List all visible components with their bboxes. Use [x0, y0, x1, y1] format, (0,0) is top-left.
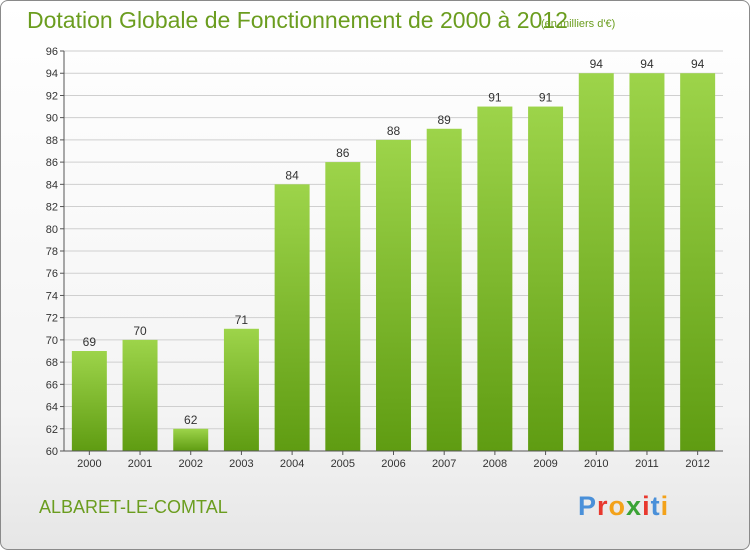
data-label: 94 [590, 57, 604, 71]
bar [376, 139, 411, 451]
y-tick-label: 66 [46, 379, 58, 391]
y-tick-label: 94 [46, 68, 58, 80]
data-label: 62 [184, 413, 198, 427]
y-tick-label: 76 [46, 268, 58, 280]
y-tick-label: 90 [46, 113, 58, 125]
x-tick-label: 2012 [685, 458, 709, 470]
data-label: 69 [83, 335, 97, 349]
axes: 60 62 64 66 68 70 72 74 76 78 80 82 84 86 88 90 92 94 96 20… [46, 46, 723, 470]
logo-letter: r [597, 491, 609, 521]
bar [325, 162, 361, 451]
bar [426, 128, 462, 451]
y-tick-label: 86 [46, 157, 58, 169]
bar [122, 339, 158, 451]
y-tick-label: 68 [46, 357, 58, 369]
x-tick-label: 2001 [128, 458, 152, 470]
data-label: 94 [640, 57, 654, 71]
y-tick-label: 74 [46, 290, 58, 302]
y-tick-label: 92 [46, 90, 58, 102]
x-tick-label: 2002 [178, 458, 202, 470]
y-tick-label: 78 [46, 246, 58, 258]
bar [629, 73, 665, 451]
y-tick-label: 70 [46, 335, 58, 347]
bar [528, 106, 564, 452]
x-tick-label: 2007 [432, 458, 456, 470]
bar [477, 106, 513, 452]
data-label: 88 [387, 124, 401, 138]
y-tick-label: 84 [46, 179, 58, 191]
y-tick-label: 96 [46, 46, 58, 58]
logo-letter: i [642, 491, 651, 521]
bar [173, 428, 209, 451]
data-label: 91 [539, 91, 553, 105]
x-tick-label: 2004 [280, 458, 304, 470]
proxiti-logo: Proxiti [578, 491, 669, 522]
y-tick-label: 88 [46, 135, 58, 147]
data-labels: 69 70 62 71 84 86 88 89 91 91 94 94 94 [83, 57, 705, 427]
x-tick-label: 2008 [483, 458, 507, 470]
logo-letter: P [578, 491, 598, 521]
y-tick-label: 82 [46, 202, 58, 214]
chart-unit: (en milliers d'€) [541, 18, 616, 30]
bar [578, 73, 614, 451]
logo-letter: x [626, 491, 643, 521]
y-tick-label: 64 [46, 402, 58, 414]
logo-letter: o [608, 491, 627, 521]
data-label: 91 [488, 91, 502, 105]
y-tick-label: 80 [46, 224, 58, 236]
logo-letter: t [650, 491, 661, 521]
x-tick-label: 2006 [381, 458, 405, 470]
bar [71, 351, 107, 451]
commune-name: ALBARET-LE-COMTAL [39, 497, 228, 517]
data-label: 71 [235, 313, 249, 327]
data-label: 84 [285, 168, 299, 182]
data-label: 86 [336, 146, 350, 160]
y-tick-label: 72 [46, 313, 58, 325]
chart-title: Dotation Globale de Fonctionnement de 20… [27, 7, 568, 33]
bar [274, 184, 310, 452]
bar [223, 328, 259, 451]
x-tick-label: 2010 [584, 458, 608, 470]
data-label: 70 [133, 324, 147, 338]
logo-letter: i [660, 491, 670, 521]
data-label: 89 [438, 113, 452, 127]
y-tick-label: 62 [46, 424, 58, 436]
data-label: 94 [691, 57, 705, 71]
x-tick-label: 2005 [331, 458, 355, 470]
bars [71, 73, 716, 452]
x-tick-label: 2009 [533, 458, 557, 470]
x-tick-label: 2011 [635, 458, 659, 470]
y-tick-label: 60 [46, 446, 58, 458]
x-tick-label: 2000 [77, 458, 101, 470]
x-tick-label: 2003 [229, 458, 253, 470]
bar [680, 73, 716, 451]
